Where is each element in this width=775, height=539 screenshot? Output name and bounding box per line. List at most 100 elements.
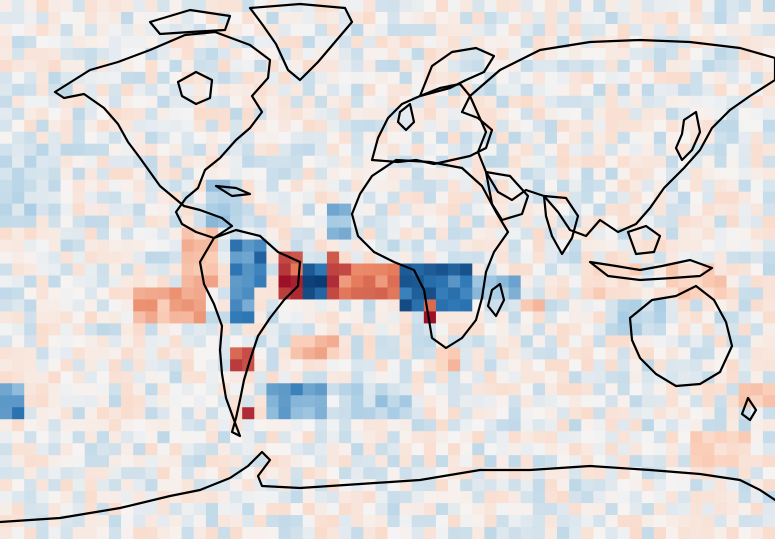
grid-cell	[169, 395, 183, 408]
grid-cell	[181, 455, 195, 468]
grid-cell	[532, 347, 546, 360]
grid-cell	[72, 455, 86, 468]
grid-cell	[157, 299, 171, 313]
grid-cell	[411, 299, 425, 313]
grid-cell	[411, 179, 425, 193]
grid-cell	[666, 119, 679, 133]
grid-cell	[714, 383, 728, 396]
grid-cell	[84, 227, 98, 241]
grid-cell	[0, 467, 13, 480]
grid-cell	[12, 227, 25, 241]
grid-cell	[145, 275, 159, 289]
grid-cell	[302, 119, 316, 133]
grid-cell	[448, 95, 461, 109]
grid-cell	[726, 215, 740, 229]
grid-cell	[448, 419, 461, 432]
grid-cell	[460, 263, 473, 277]
grid-cell	[557, 203, 570, 217]
grid-cell	[121, 491, 134, 504]
grid-cell	[762, 227, 775, 241]
coast-borneo	[626, 224, 662, 256]
grid-cell	[72, 275, 86, 289]
grid-cell	[339, 311, 352, 324]
grid-cell	[678, 227, 691, 241]
grid-cell	[84, 431, 98, 444]
grid-cell	[581, 335, 594, 348]
grid-cell	[326, 227, 340, 241]
grid-cell	[230, 251, 243, 265]
grid-cell	[145, 263, 159, 277]
grid-cell	[448, 227, 461, 241]
grid-cell	[351, 119, 364, 133]
grid-cell	[666, 335, 679, 348]
grid-cell	[12, 491, 25, 504]
grid-cell	[593, 311, 607, 324]
grid-cell	[60, 527, 74, 539]
grid-cell	[290, 479, 304, 492]
grid-cell	[339, 323, 352, 336]
grid-cell	[339, 227, 352, 241]
grid-cell	[690, 443, 703, 456]
grid-cell	[72, 119, 86, 133]
grid-cell	[375, 59, 389, 73]
grid-cell	[472, 203, 485, 217]
grid-cell	[72, 251, 86, 265]
grid-cell	[557, 275, 570, 289]
grid-cell	[617, 323, 631, 336]
grid-cell	[399, 527, 413, 539]
grid-cell	[157, 215, 171, 229]
grid-cell	[544, 59, 558, 73]
grid-cell	[496, 0, 510, 13]
grid-cell	[48, 431, 62, 444]
grid-cell	[569, 263, 582, 277]
grid-cell	[72, 431, 86, 444]
grid-cell	[217, 155, 231, 169]
grid-cell	[714, 71, 728, 85]
grid-cell	[108, 47, 122, 61]
grid-cell	[48, 191, 62, 205]
grid-cell	[629, 359, 643, 372]
grid-cell	[738, 191, 752, 205]
grid-cell	[230, 383, 243, 396]
grid-cell	[108, 83, 122, 97]
grid-cell	[557, 407, 570, 420]
grid-cell	[472, 335, 485, 348]
grid-cell	[290, 191, 304, 205]
grid-cell	[169, 167, 183, 181]
grid-cell	[508, 287, 522, 301]
grid-cell	[472, 527, 485, 539]
grid-cell	[738, 443, 752, 456]
grid-cell	[193, 395, 207, 408]
grid-cell	[544, 11, 558, 25]
grid-cell	[242, 503, 255, 516]
grid-cell	[314, 191, 328, 205]
grid-cell	[557, 59, 570, 73]
grid-cell	[96, 131, 110, 145]
grid-cell	[557, 155, 570, 169]
grid-cell	[520, 323, 534, 336]
grid-cell	[690, 311, 703, 324]
grid-cell	[569, 11, 582, 25]
grid-cell	[60, 155, 74, 169]
grid-cell	[484, 395, 498, 408]
grid-cell	[496, 443, 510, 456]
grid-cell	[435, 347, 449, 360]
grid-cell	[666, 299, 679, 313]
grid-cell	[363, 275, 376, 289]
grid-cell	[520, 299, 534, 313]
grid-cell	[544, 491, 558, 504]
grid-cell	[702, 347, 716, 360]
grid-cell	[181, 35, 195, 49]
grid-cell	[411, 407, 425, 420]
grid-cell	[666, 431, 679, 444]
grid-cell	[738, 0, 752, 13]
grid-cell	[581, 59, 594, 73]
grid-cell	[181, 251, 195, 265]
grid-cell	[193, 515, 207, 528]
grid-cell	[484, 299, 498, 313]
grid-cell	[121, 35, 134, 49]
grid-cell	[726, 239, 740, 253]
grid-cell	[702, 107, 716, 121]
grid-cell	[339, 143, 352, 157]
grid-cell	[351, 395, 364, 408]
